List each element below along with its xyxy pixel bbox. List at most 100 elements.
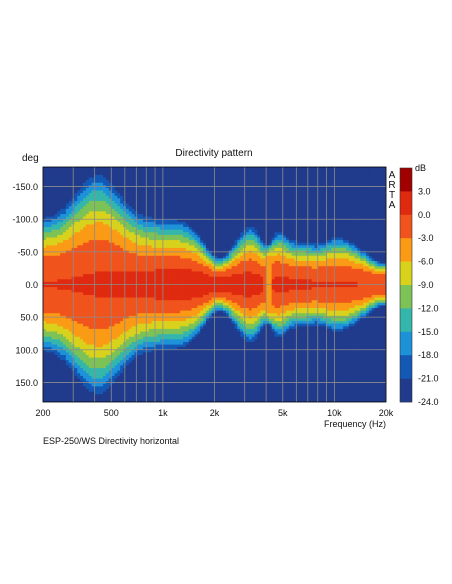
heatmap-cell [45, 328, 50, 332]
heatmap-cell [85, 237, 90, 241]
heatmap-cell [80, 190, 84, 194]
heatmap-cell [111, 276, 115, 280]
heatmap-cell [128, 174, 132, 178]
heatmap-cell [171, 308, 175, 311]
heatmap-cell [131, 321, 135, 325]
heatmap-cell [171, 261, 175, 264]
heatmap-cell [177, 292, 181, 296]
heatmap-cell [54, 297, 58, 301]
heatmap-cell [131, 284, 135, 288]
heatmap-cell [128, 368, 132, 372]
heatmap-cell [74, 182, 78, 186]
heatmap-cell [43, 268, 47, 272]
heatmap-cell [60, 336, 64, 340]
heatmap-cell [137, 310, 141, 314]
heatmap-cell [131, 268, 135, 272]
heatmap-cell [54, 266, 58, 270]
heatmap-cell [154, 271, 158, 275]
heatmap-cell [194, 200, 198, 204]
heatmap-cell [154, 221, 158, 225]
heatmap-cell [168, 302, 172, 306]
heatmap-cell [200, 242, 204, 246]
heatmap-cell [174, 365, 178, 369]
heatmap-cell [197, 190, 201, 194]
heatmap-cell [137, 255, 141, 259]
heatmap-cell [83, 281, 87, 285]
heatmap-cell [60, 172, 64, 176]
heatmap-cell [83, 214, 87, 217]
heatmap-cell [165, 261, 170, 264]
heatmap-cell [88, 180, 92, 184]
heatmap-cell [177, 227, 181, 231]
heatmap-cell [137, 308, 141, 311]
heatmap-cell [165, 237, 170, 241]
heatmap-cell [100, 279, 104, 283]
heatmap-cell [125, 255, 130, 259]
heatmap-cell [157, 399, 161, 402]
heatmap-cell [45, 216, 50, 220]
heatmap-cell [151, 287, 155, 291]
heatmap-cell [128, 300, 132, 304]
heatmap-cell [88, 211, 92, 215]
heatmap-cell [125, 211, 130, 215]
heatmap-cell [80, 357, 84, 361]
heatmap-cell [105, 399, 110, 402]
heatmap-cell [43, 177, 47, 181]
heatmap-cell [83, 347, 87, 351]
heatmap-cell [45, 274, 50, 278]
heatmap-cell [94, 368, 98, 372]
heatmap-cell [194, 274, 198, 278]
heatmap-cell [137, 394, 141, 398]
heatmap-cell [137, 336, 141, 340]
heatmap-cell [151, 300, 155, 304]
heatmap-cell [128, 339, 132, 343]
heatmap-cell [83, 276, 87, 280]
heatmap-cell [131, 258, 135, 262]
heatmap-cell [168, 193, 172, 197]
heatmap-cell [177, 375, 181, 379]
heatmap-cell [80, 344, 84, 348]
heatmap-cell [91, 339, 95, 343]
heatmap-cell [188, 208, 192, 212]
heatmap-cell [125, 216, 130, 220]
heatmap-cell [51, 334, 55, 338]
heatmap-cell [183, 355, 187, 358]
heatmap-cell [197, 313, 201, 317]
heatmap-cell [151, 365, 155, 369]
heatmap-cell [68, 394, 72, 398]
heatmap-cell [168, 339, 172, 343]
heatmap-cell [163, 193, 167, 197]
heatmap-cell [117, 268, 121, 272]
heatmap-cell [120, 302, 124, 306]
heatmap-cell [125, 203, 130, 207]
heatmap-cell [77, 216, 81, 220]
heatmap-cell [137, 198, 141, 202]
heatmap-cell [168, 383, 172, 387]
heatmap-cell [128, 216, 132, 220]
heatmap-cell [51, 182, 55, 186]
heatmap-cell [120, 297, 124, 301]
heatmap-cell [148, 326, 152, 330]
heatmap-cell [160, 200, 164, 204]
heatmap-cell [68, 399, 72, 402]
heatmap-cell [125, 355, 130, 358]
heatmap-cell [180, 247, 184, 251]
heatmap-cell [128, 391, 132, 395]
heatmap-cell [197, 373, 201, 377]
heatmap-cell [143, 328, 147, 332]
heatmap-cell [145, 195, 150, 199]
heatmap-cell [117, 321, 121, 325]
heatmap-cell [168, 336, 172, 340]
heatmap-cell [177, 193, 181, 197]
heatmap-cell [105, 227, 110, 231]
heatmap-cell [140, 271, 144, 275]
heatmap-cell [83, 352, 87, 356]
heatmap-cell [154, 229, 158, 233]
heatmap-cell [171, 321, 175, 325]
heatmap-cell [111, 240, 115, 244]
heatmap-cell [163, 336, 167, 340]
heatmap-cell [128, 347, 132, 351]
heatmap-cell [145, 242, 150, 246]
heatmap-cell [97, 266, 101, 270]
heatmap-cell [80, 276, 84, 280]
